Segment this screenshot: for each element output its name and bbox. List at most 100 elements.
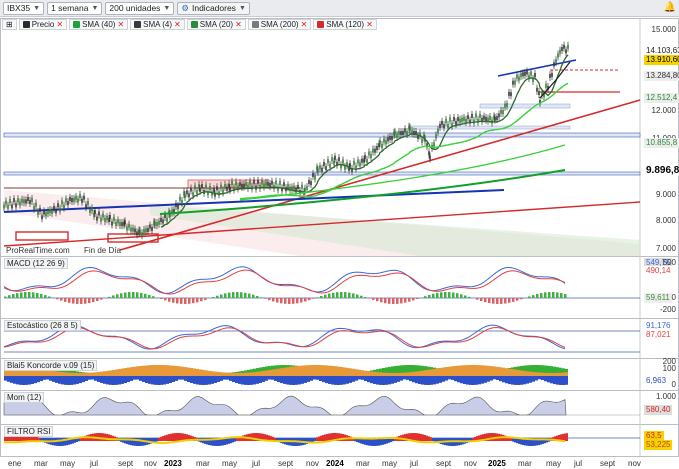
rsi-bar: [132, 438, 134, 446]
symbol-select[interactable]: IBX35 ▼: [3, 1, 45, 15]
candle-body: [526, 70, 528, 75]
macd-histogram-bar: [188, 298, 191, 304]
period-select[interactable]: 1 semana ▼: [47, 1, 103, 15]
koncorde-orange-bar: [52, 370, 55, 376]
koncorde-orange-bar: [55, 371, 58, 376]
macd-histogram-bar: [312, 298, 315, 299]
units-select[interactable]: 200 unidades ▼: [105, 1, 175, 15]
rsi-bar: [422, 434, 424, 441]
rsi-bar: [416, 433, 418, 441]
close-icon[interactable]: ✕: [235, 19, 242, 29]
candle-body: [93, 212, 95, 217]
rsi-bar: [368, 438, 370, 446]
candle-body: [63, 204, 65, 209]
candle-body: [411, 129, 413, 134]
candle-body: [346, 162, 348, 167]
candle-body: [199, 187, 201, 192]
koncorde-blue-bar: [34, 376, 37, 384]
rsi-bar: [212, 438, 214, 446]
rsi-bar: [266, 434, 268, 441]
close-icon[interactable]: ✕: [300, 19, 308, 29]
candle-body: [314, 175, 316, 180]
candle-body: [91, 207, 93, 212]
koncorde-blue-bar: [118, 376, 121, 385]
macd-histogram-bar: [272, 298, 275, 302]
koncorde-blue-bar: [442, 376, 445, 382]
rsi-bar: [186, 434, 188, 441]
candle-body: [169, 212, 171, 217]
macd-histogram-bar: [516, 298, 519, 301]
macd-histogram-bar: [540, 293, 543, 298]
macd-histogram-bar: [284, 298, 287, 304]
candle-body: [9, 198, 11, 203]
koncorde-blue-bar: [382, 376, 385, 385]
candle-body: [469, 119, 471, 124]
rsi-bar: [516, 438, 518, 444]
koncorde-blue-bar: [10, 376, 13, 383]
candle-body: [106, 216, 108, 221]
koncorde-blue-bar: [109, 376, 112, 385]
close-icon[interactable]: ✕: [56, 19, 64, 29]
rsi-bar: [108, 434, 110, 441]
koncorde-green-bar: [541, 365, 544, 375]
rsi-bar: [354, 438, 356, 442]
koncorde-blue-bar: [61, 376, 64, 385]
bell-icon[interactable]: 🔔: [663, 2, 676, 13]
koncorde-blue-bar: [187, 376, 190, 383]
indicators-button[interactable]: ⚙ Indicadores ▼: [177, 1, 250, 15]
candle-body: [512, 80, 514, 85]
candle-body: [126, 226, 128, 231]
rsi-bar: [20, 433, 22, 441]
koncorde-blue-bar: [199, 376, 202, 385]
rsi-bar: [236, 437, 238, 441]
koncorde-orange-bar: [208, 370, 211, 376]
price-tag-sma20: 12.512,4: [644, 93, 679, 103]
candle-body: [385, 140, 387, 145]
macd-histogram-bar: [364, 297, 367, 298]
rsi-bar: [64, 438, 66, 446]
candle-body: [459, 118, 461, 123]
rsi-bar: [78, 438, 80, 442]
koncorde-orange-bar: [193, 368, 196, 376]
candle-body: [156, 222, 158, 227]
candle-body: [153, 221, 155, 226]
candle-body: [520, 73, 522, 78]
price-tag-sma120: 9.896,8: [644, 166, 679, 176]
macd-histogram-bar: [168, 298, 171, 302]
close-icon[interactable]: ✕: [117, 19, 125, 29]
koncorde-green-bar: [415, 365, 418, 375]
koncorde-blue-bar: [466, 376, 469, 385]
close-icon[interactable]: ✕: [366, 19, 373, 29]
candle-body: [160, 217, 162, 222]
rsi-bar: [484, 433, 486, 441]
rsi-bar: [214, 438, 216, 446]
koncorde-blue-bar: [394, 376, 397, 383]
x-axis-tick: sept: [600, 459, 616, 468]
koncorde-blue-bar: [556, 376, 559, 385]
candle-body: [393, 131, 395, 136]
rsi-bar: [166, 434, 168, 441]
toolbar: IBX35 ▼ 1 semana ▼ 200 unidades ▼ ⚙ Indicado…: [0, 0, 679, 17]
koncorde-blue-bar: [202, 376, 205, 385]
rsi-bar: [428, 436, 430, 441]
koncorde-orange-bar: [235, 372, 238, 376]
candle-body: [473, 119, 475, 124]
candle-body: [485, 116, 487, 121]
candle-body: [119, 221, 121, 226]
close-icon[interactable]: ✕: [174, 19, 181, 29]
candle-body: [224, 183, 226, 188]
candle-body: [538, 91, 540, 96]
koncorde-orange-bar: [313, 365, 316, 376]
koncorde-orange-bar: [298, 365, 301, 376]
koncorde-blue-bar: [457, 376, 460, 383]
koncorde-green-bar: [550, 366, 553, 375]
rsi-bar: [390, 438, 392, 443]
macd-histogram-bar: [372, 298, 375, 300]
macd-histogram-bar: [140, 292, 143, 298]
koncorde-green-bar: [247, 369, 250, 375]
koncorde-blue-bar: [208, 376, 211, 385]
candle-body: [102, 213, 104, 218]
candle-body: [222, 189, 224, 194]
koncorde-orange-bar: [133, 366, 136, 376]
